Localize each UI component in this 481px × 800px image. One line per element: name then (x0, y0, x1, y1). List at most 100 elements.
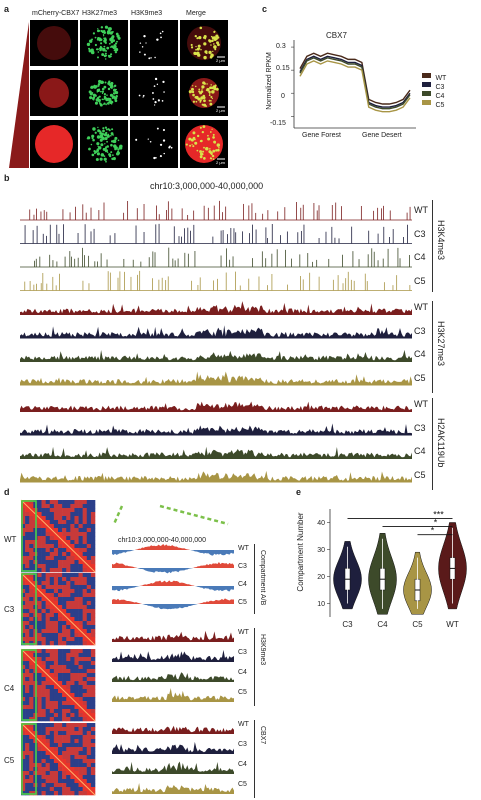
micrograph-image (39, 78, 69, 108)
panel-d-tracks (112, 544, 234, 794)
track-label-c4: C4 (238, 581, 247, 588)
group-bracket (254, 544, 255, 614)
group-label-h3k9me3: H3K9me3 (259, 634, 266, 666)
xlabel-gene-desert: Gene Desert (362, 132, 402, 139)
signal-track (112, 672, 234, 682)
signal-track (112, 544, 234, 556)
hic-heatmap (20, 499, 96, 573)
significance-0: *** (433, 509, 444, 519)
signal-track (20, 349, 412, 362)
signal-track (112, 630, 234, 642)
profile-series-c4 (299, 57, 411, 110)
violin-ytick: 20 (317, 574, 325, 581)
track-label-c3: C3 (414, 325, 426, 336)
signal-track (20, 470, 412, 483)
hic-heatmap (20, 572, 96, 646)
hic-heatmap (20, 648, 96, 722)
signal-track (112, 761, 234, 774)
violin-ytick: 40 (317, 520, 325, 527)
col-label-mcherry: mCherry-CBX7 (32, 10, 80, 17)
group-bracket (254, 628, 255, 706)
panel-b-label: b (4, 173, 10, 183)
svg-text:2 μm: 2 μm (216, 58, 226, 63)
micrograph-image (139, 30, 164, 60)
heatmap-label-wt: WT (4, 535, 17, 544)
ytick-0: 0 (281, 93, 285, 100)
signal-track (112, 688, 234, 702)
group-label-h3k4me3: H3K4me3 (436, 220, 446, 261)
profile-ylabel: Normalized RPKM (266, 52, 273, 110)
micrograph-cell: 2 μm (180, 20, 228, 66)
profile-series-wt (299, 52, 411, 105)
track-label-c4: C4 (238, 669, 247, 676)
micrograph-cell (80, 120, 128, 168)
signal-track (20, 423, 412, 436)
signal-track (20, 200, 412, 221)
track-label-c3: C3 (238, 649, 247, 656)
panel-e-label: e (296, 487, 302, 497)
svg-text:2 μm: 2 μm (216, 108, 226, 113)
group-label-compartment-a-b: Compartment A/B (259, 550, 266, 606)
violin-ylabel: Compartment Number (296, 512, 305, 592)
micrograph-cell (80, 70, 128, 116)
track-label-wt: WT (238, 629, 249, 636)
panel-c-label: c (262, 4, 268, 14)
panel-b-region: chr10:3,000,000-40,000,000 (150, 181, 264, 191)
track-label-c5: C5 (414, 275, 426, 286)
signal-track (112, 725, 234, 734)
col-label-h3k9me3: H3K9me3 (131, 10, 163, 17)
track-label-c5: C5 (238, 689, 247, 696)
panel-b-tracks (20, 200, 412, 483)
track-label-c4: C4 (238, 761, 247, 768)
profile-title: CBX7 (326, 31, 347, 40)
track-label-c3: C3 (238, 563, 247, 570)
violin-xtick-c3: C3 (342, 620, 353, 629)
group-label-h2ak119ub: H2AK119Ub (436, 418, 446, 468)
hic-heatmaps (20, 499, 96, 796)
group-label-h3k27me3: H3K27me3 (436, 321, 446, 367)
micrograph-cell (30, 120, 78, 168)
micrograph-cell (30, 20, 78, 66)
track-label-wt: WT (414, 302, 428, 312)
legend-c5: C5 (422, 94, 446, 109)
signal-track (112, 783, 234, 794)
signal-track (112, 741, 234, 754)
track-label-c3: C3 (414, 422, 426, 433)
micrograph-cell (130, 70, 178, 116)
legend-c4: C4 (422, 85, 446, 100)
panel-d-region: chr10:3,000,000-40,000,000 (118, 537, 206, 544)
signal-track (20, 247, 412, 268)
profile-series-c3 (299, 55, 411, 108)
expression-wedge (9, 22, 29, 168)
micrograph-image: 2 μm (185, 125, 226, 165)
hic-heatmap (20, 722, 96, 796)
col-label-h3k27me3: H3K27me3 (82, 10, 118, 17)
panel-d-label: d (4, 487, 10, 497)
micrograph-image (88, 79, 119, 107)
panel-a-label: a (4, 4, 10, 14)
legend-c3: C3 (422, 76, 446, 91)
group-bracket (432, 398, 433, 490)
signal-track (112, 562, 234, 574)
significance-1: * (434, 518, 438, 528)
micrograph-cell (130, 120, 178, 168)
signal-track (20, 446, 412, 459)
xlabel-gene-forest: Gene Forest (302, 132, 341, 139)
track-label-wt: WT (238, 721, 249, 728)
microscopy-grid: 2 μm 2 μm 2 μm (30, 20, 230, 168)
micrograph-cell: 2 μm (180, 120, 228, 168)
group-bracket (254, 720, 255, 798)
signal-track (20, 371, 412, 386)
signal-track (112, 580, 234, 592)
track-label-wt: WT (414, 205, 428, 215)
track-label-c4: C4 (414, 446, 426, 456)
col-label-merge: Merge (186, 10, 206, 17)
micrograph-image (35, 125, 73, 163)
violin-xtick-c4: C4 (377, 620, 388, 629)
zoom-indicator (112, 504, 229, 526)
track-label-c3: C3 (414, 228, 426, 239)
significance-2: * (431, 526, 435, 536)
micrograph-image (138, 77, 165, 106)
signal-track (20, 223, 412, 244)
